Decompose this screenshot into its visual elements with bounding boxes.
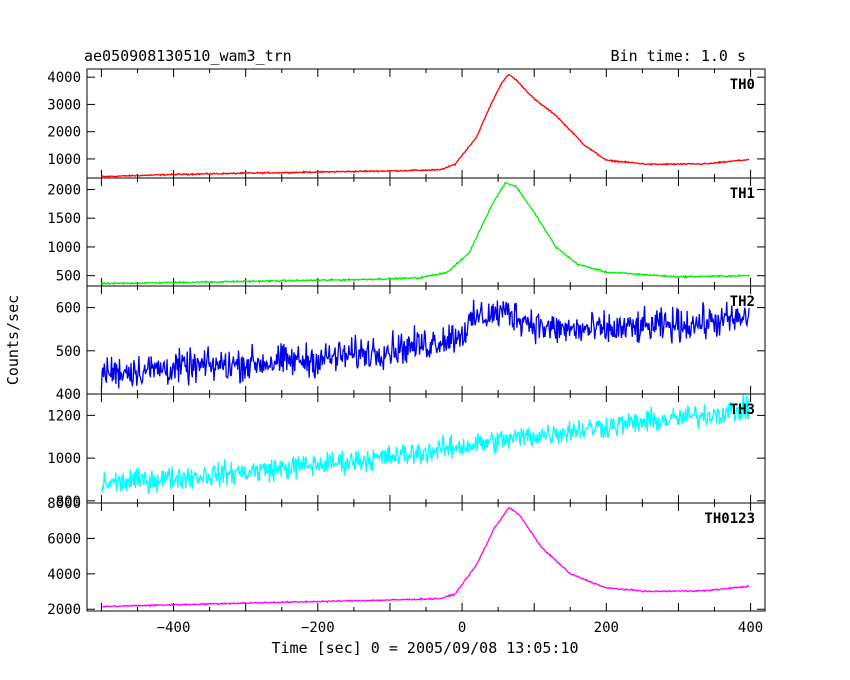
panel-frame-th3 — [86, 393, 766, 504]
series-line-th2 — [100, 299, 750, 389]
x-tick-label: −400 — [157, 620, 191, 636]
series-line-th0123 — [101, 506, 750, 609]
x-tick-label: 200 — [594, 620, 619, 636]
chart-title: ae050908130510_wam3_trn — [84, 47, 292, 65]
x-tick-label: 400 — [738, 620, 763, 636]
x-tick-labels: −400 −200 0 200 400 — [157, 620, 764, 636]
series-line-th3 — [100, 393, 750, 495]
panel-label-th2: TH2 — [730, 294, 755, 310]
panels-group: 1000 2000 3000 4000 TH0 500 1000 1500 2000 TH1 400… — [47, 68, 766, 618]
panel-frame-th0123 — [86, 502, 766, 612]
y-tick-label: 4000 — [47, 70, 81, 86]
y-tick-label: 1000 — [47, 240, 81, 256]
y-tick-label: 4000 — [47, 567, 81, 583]
panel-label-th0123: TH0123 — [704, 511, 755, 527]
panel-label-th3: TH3 — [730, 402, 755, 418]
y-tick-label: 1000 — [47, 451, 81, 467]
x-tick-label: 0 — [458, 620, 466, 636]
y-tick-label: 600 — [56, 301, 81, 317]
y-tick-label: 1200 — [47, 408, 81, 424]
y-axis-label: Counts/sec — [4, 295, 22, 385]
y-tick-label: 800 — [56, 494, 81, 510]
y-tick-label: 2000 — [47, 125, 81, 141]
panel-label-th0: TH0 — [730, 77, 755, 93]
y-tick-label: 6000 — [47, 531, 81, 547]
y-tick-label: 3000 — [47, 97, 81, 113]
series-line-th0 — [101, 73, 750, 178]
y-tick-label: 500 — [56, 344, 81, 360]
x-tick-label: −200 — [301, 620, 335, 636]
bin-time-label: Bin time: 1.0 s — [611, 47, 746, 65]
y-tick-label: 8000 — [47, 496, 81, 512]
y-tick-label: 2000 — [47, 182, 81, 198]
panel-frame-th0 — [86, 68, 766, 179]
series-line-th1 — [100, 181, 750, 286]
y-tick-label: 1000 — [47, 152, 81, 168]
y-tick-label: 1500 — [47, 211, 81, 227]
y-tick-label: 2000 — [47, 602, 81, 618]
y-tick-label: 400 — [56, 387, 81, 403]
panel-frame-th1 — [86, 177, 766, 287]
y-tick-label: 500 — [56, 269, 81, 285]
panel-label-th1: TH1 — [730, 186, 755, 202]
x-axis-label: Time [sec] 0 = 2005/09/08 13:05:10 — [271, 639, 578, 657]
